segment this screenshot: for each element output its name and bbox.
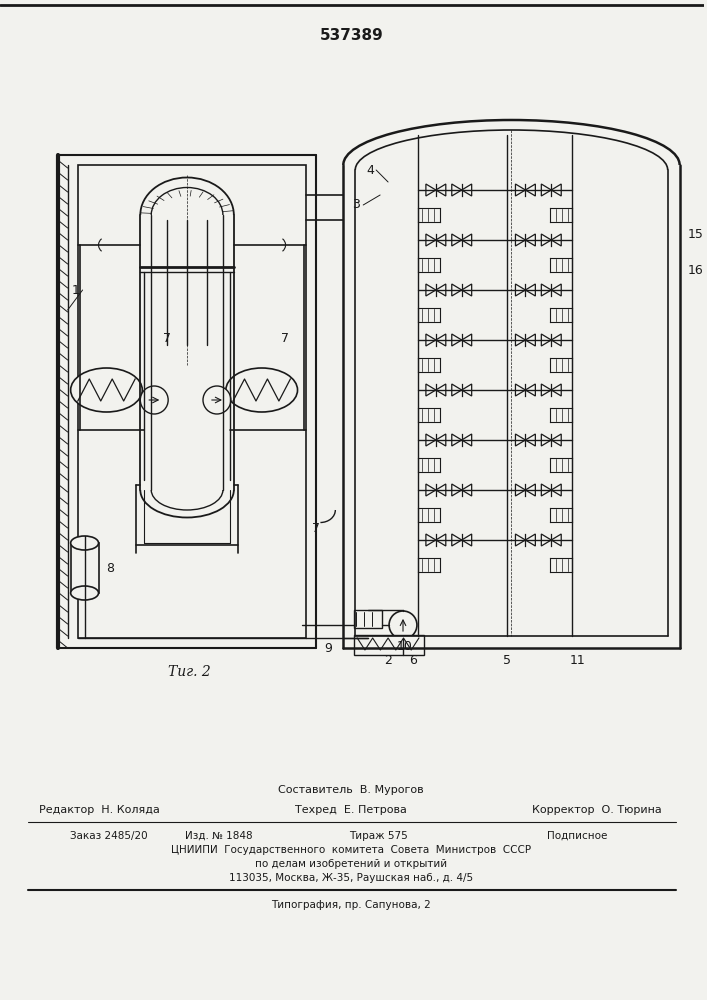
Circle shape xyxy=(140,386,168,414)
Bar xyxy=(354,635,424,655)
Text: Техред  Е. Петрова: Техред Е. Петрова xyxy=(296,805,407,815)
Text: 16: 16 xyxy=(688,263,703,276)
Text: ЦНИИПИ  Государственного  комитета  Совета  Министров  СССР: ЦНИИПИ Государственного комитета Совета … xyxy=(171,845,532,855)
Text: 7: 7 xyxy=(312,522,320,534)
Text: по делам изобретений и открытий: по делам изобретений и открытий xyxy=(255,859,448,869)
Text: Редактор  Н. Коляда: Редактор Н. Коляда xyxy=(39,805,160,815)
Bar xyxy=(78,165,307,638)
Ellipse shape xyxy=(226,368,298,412)
Text: Изд. № 1848: Изд. № 1848 xyxy=(185,831,252,841)
Text: 4: 4 xyxy=(366,163,374,176)
Text: Типография, пр. Сапунова, 2: Типография, пр. Сапунова, 2 xyxy=(271,900,431,910)
Text: 8: 8 xyxy=(107,562,115,574)
Text: Корректор  О. Тюрина: Корректор О. Тюрина xyxy=(532,805,662,815)
Text: 7: 7 xyxy=(281,332,288,344)
Text: 10: 10 xyxy=(397,641,413,654)
Text: Тираж 575: Тираж 575 xyxy=(349,831,407,841)
Ellipse shape xyxy=(71,586,98,600)
Text: 537389: 537389 xyxy=(320,27,383,42)
Text: Τиг. 2: Τиг. 2 xyxy=(168,665,211,679)
Ellipse shape xyxy=(71,368,142,412)
Text: 11: 11 xyxy=(569,654,585,666)
Text: Составитель  В. Мурогов: Составитель В. Мурогов xyxy=(279,785,424,795)
Text: 7: 7 xyxy=(163,332,171,344)
Circle shape xyxy=(203,386,231,414)
Text: 2: 2 xyxy=(384,654,392,666)
Text: 1: 1 xyxy=(71,284,80,296)
Circle shape xyxy=(389,611,417,639)
Bar xyxy=(71,543,98,593)
Text: 6: 6 xyxy=(409,654,417,666)
Text: 113035, Москва, Ж-35, Раушская наб., д. 4/5: 113035, Москва, Ж-35, Раушская наб., д. … xyxy=(229,873,473,883)
Text: 15: 15 xyxy=(688,229,703,241)
Text: 5: 5 xyxy=(503,654,511,666)
Bar xyxy=(354,610,382,628)
Text: 9: 9 xyxy=(325,642,332,654)
Ellipse shape xyxy=(71,536,98,550)
Text: Заказ 2485/20: Заказ 2485/20 xyxy=(70,831,147,841)
Text: Подписное: Подписное xyxy=(547,831,607,841)
Text: 3: 3 xyxy=(352,198,360,212)
